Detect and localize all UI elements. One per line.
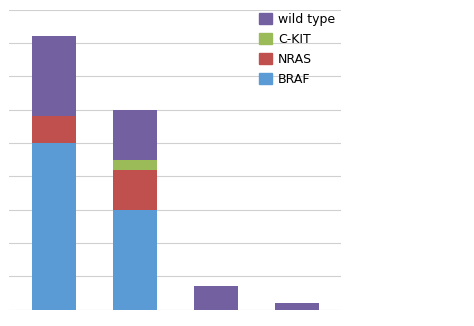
Bar <box>274 303 319 310</box>
Bar <box>113 170 157 210</box>
Bar <box>32 37 76 116</box>
Bar <box>113 210 157 310</box>
Bar <box>113 110 157 160</box>
Bar <box>193 286 238 310</box>
Bar <box>32 143 76 310</box>
Bar <box>32 116 76 143</box>
Legend: wild type, C-KIT, NRAS, BRAF: wild type, C-KIT, NRAS, BRAF <box>259 13 335 86</box>
Bar <box>113 160 157 170</box>
